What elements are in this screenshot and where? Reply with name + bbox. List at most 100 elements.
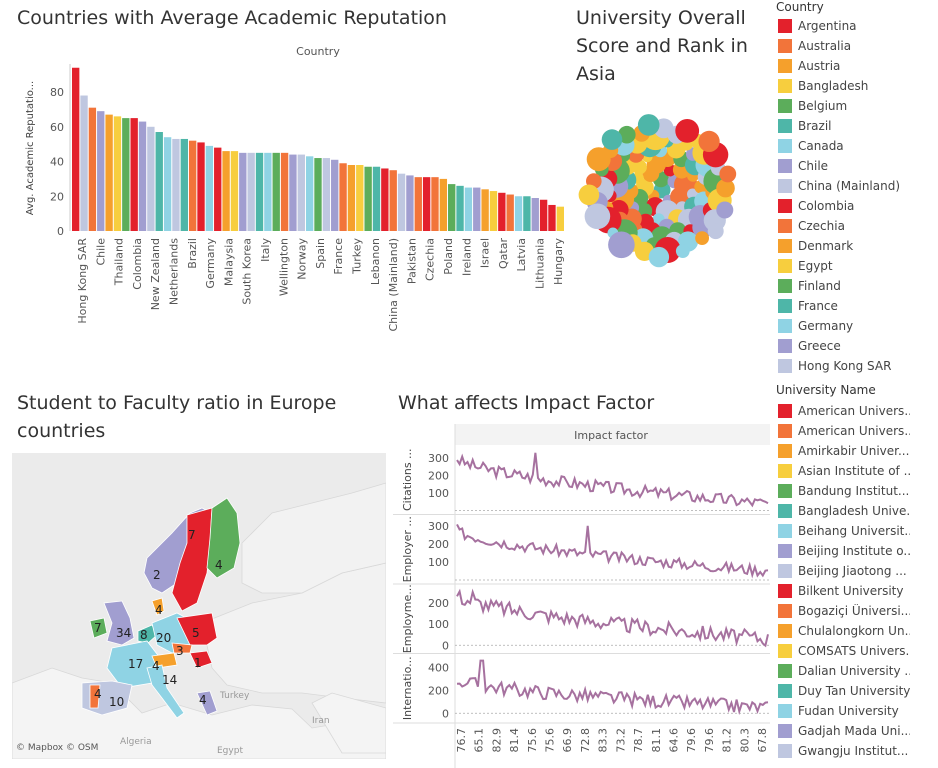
bar[interactable]	[230, 151, 239, 231]
bar[interactable]	[548, 204, 556, 231]
bar[interactable]	[147, 126, 155, 231]
bar[interactable]	[448, 184, 456, 231]
bar[interactable]	[531, 198, 539, 231]
bar[interactable]	[406, 175, 414, 231]
bar[interactable]	[414, 177, 422, 231]
bar[interactable]	[113, 116, 122, 231]
legend-item[interactable]: Finland	[778, 276, 910, 296]
bubble[interactable]	[648, 246, 670, 268]
bubble[interactable]	[707, 223, 724, 240]
bar[interactable]	[214, 147, 222, 231]
legend-item[interactable]: American Univers...	[778, 421, 910, 441]
legend-item[interactable]: Australia	[778, 36, 910, 56]
bubble[interactable]	[675, 119, 700, 143]
bar[interactable]	[247, 152, 255, 231]
bar[interactable]	[456, 185, 464, 231]
legend-item[interactable]: Amirkabir Univer...	[778, 441, 910, 461]
impact-line[interactable]	[456, 588, 769, 648]
bar[interactable]	[498, 192, 506, 231]
bar[interactable]	[222, 151, 230, 231]
bar[interactable]	[514, 196, 523, 231]
impact-line[interactable]	[456, 523, 769, 579]
bar[interactable]	[397, 173, 406, 231]
bar[interactable]	[197, 142, 205, 231]
bubble[interactable]	[578, 184, 600, 206]
bar[interactable]	[205, 145, 214, 231]
bar[interactable]	[297, 154, 305, 231]
legend-item[interactable]: Asian Institute of ...	[778, 461, 910, 481]
bar[interactable]	[331, 159, 339, 231]
legend-item[interactable]: Czechia	[778, 216, 910, 236]
bar[interactable]	[255, 152, 264, 231]
bubble[interactable]	[637, 114, 660, 136]
bar[interactable]	[180, 138, 188, 231]
bubble[interactable]	[618, 125, 636, 144]
legend-item[interactable]: Bilkent University	[778, 581, 910, 601]
bar[interactable]	[122, 118, 130, 231]
legend-item[interactable]: France	[778, 296, 910, 316]
impact-factor-panels[interactable]: Impact factor Citations ... 100 200 300 Empl…	[393, 424, 770, 768]
bar[interactable]	[464, 187, 473, 231]
bar[interactable]	[314, 158, 322, 231]
legend-item[interactable]: Egypt	[778, 256, 910, 276]
legend-item[interactable]: Beihang Universit...	[778, 521, 910, 541]
bubble[interactable]	[586, 147, 611, 172]
bar[interactable]	[163, 137, 172, 231]
legend-item[interactable]: Colombia	[778, 196, 910, 216]
bar[interactable]	[97, 111, 105, 231]
bar[interactable]	[264, 152, 272, 231]
bubble[interactable]	[695, 231, 709, 246]
map-credit[interactable]: © Mapbox © OSM	[16, 743, 99, 753]
bar[interactable]	[439, 178, 448, 231]
impact-line[interactable]	[456, 452, 769, 508]
bubble[interactable]	[698, 130, 720, 152]
europe-map[interactable]: 7 4 2 4 7 34 8 20 5 3 1 17 4 14 4 10 4 Turkey Iran Alger…	[12, 453, 386, 759]
bar[interactable]	[364, 166, 372, 231]
impact-line[interactable]	[456, 659, 769, 716]
bar[interactable]	[80, 95, 88, 231]
legend-item[interactable]: Germany	[778, 316, 910, 336]
bar[interactable]	[381, 168, 389, 231]
legend-item[interactable]: Chile	[778, 156, 910, 176]
bar[interactable]	[347, 165, 356, 231]
bar[interactable]	[506, 194, 514, 231]
legend-item[interactable]: Belgium	[778, 96, 910, 116]
legend-item[interactable]: Argentina	[778, 16, 910, 36]
legend-item[interactable]: Beijing Institute o...	[778, 541, 910, 561]
bar[interactable]	[489, 191, 498, 231]
legend-item[interactable]: COMSATS Univers...	[778, 641, 910, 661]
bar[interactable]	[272, 152, 280, 231]
bar[interactable]	[481, 189, 489, 231]
bar[interactable]	[188, 140, 197, 231]
bar[interactable]	[523, 196, 531, 231]
bubble[interactable]	[675, 244, 690, 258]
legend-item[interactable]: Hong Kong SAR	[778, 356, 910, 376]
bubble[interactable]	[716, 201, 734, 219]
bar[interactable]	[289, 154, 297, 231]
legend-item[interactable]: China (Mainland)	[778, 176, 910, 196]
bubble[interactable]	[719, 165, 737, 183]
bubble[interactable]	[663, 164, 677, 177]
legend-item[interactable]: Beijing Jiaotong ...	[778, 561, 910, 581]
bar[interactable]	[280, 152, 289, 231]
bar[interactable]	[389, 170, 397, 231]
bar[interactable]	[556, 206, 564, 231]
bar[interactable]	[105, 114, 113, 231]
bar[interactable]	[72, 67, 80, 232]
bubble-chart[interactable]	[565, 95, 775, 295]
legend-item[interactable]: Greece	[778, 336, 910, 356]
legend-item[interactable]: Duy Tan University	[778, 681, 910, 701]
bar[interactable]	[372, 166, 381, 231]
bubble[interactable]	[601, 129, 623, 150]
bar[interactable]	[130, 118, 138, 231]
bar-chart[interactable]: Country Avg. Academic Reputatio... 0 20 40…	[0, 36, 575, 336]
legend-item[interactable]: Bogaziçi Üniversi...	[778, 601, 910, 621]
bar[interactable]	[422, 177, 431, 231]
bar[interactable]	[473, 187, 481, 231]
legend-item[interactable]: Bangladesh Unive...	[778, 501, 910, 521]
legend-item[interactable]: American Univers...	[778, 401, 910, 421]
bar[interactable]	[339, 163, 347, 231]
legend-item[interactable]: Gwangju Institut...	[778, 741, 910, 761]
legend-item[interactable]: Denmark	[778, 236, 910, 256]
legend-item[interactable]: Dalian University ...	[778, 661, 910, 681]
